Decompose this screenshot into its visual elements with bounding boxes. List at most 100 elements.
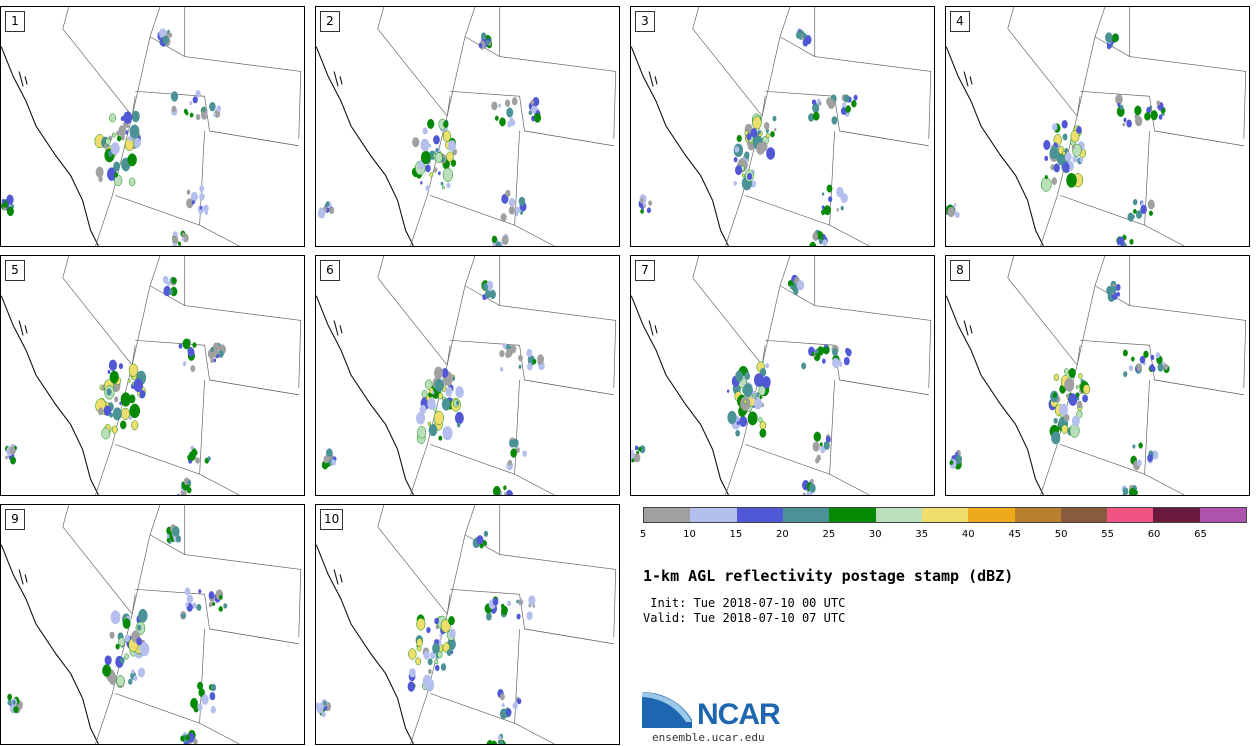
reflectivity-cell: [192, 602, 197, 609]
reflectivity-cell: [1151, 366, 1156, 372]
reflectivity-cell: [321, 711, 326, 718]
reflectivity-cell: [504, 99, 511, 107]
reflectivity-cell: [1134, 490, 1138, 495]
colorbar-bin: [1107, 508, 1154, 522]
reflectivity-cell: [184, 587, 191, 596]
reflectivity-cell: [814, 348, 819, 354]
reflectivity-cell: [501, 605, 508, 616]
colorbar-tick-label: 45: [1008, 529, 1022, 540]
reflectivity-cell: [1136, 363, 1142, 372]
map-canvas: [1, 505, 302, 744]
reflectivity-cell: [120, 392, 132, 407]
reflectivity-cell: [816, 454, 821, 462]
member-number-label: 9: [5, 509, 25, 530]
state-border: [446, 505, 476, 615]
reflectivity-cell: [953, 203, 957, 207]
reflectivity-cell: [812, 111, 820, 121]
map-canvas: [316, 7, 617, 246]
reflectivity-cell: [131, 420, 139, 431]
reflectivity-cell: [127, 378, 131, 383]
reflectivity-cell: [491, 101, 498, 111]
reflectivity-cell: [828, 196, 833, 203]
state-border: [499, 7, 617, 139]
reflectivity-cell: [427, 658, 433, 666]
map-canvas: [631, 256, 932, 495]
reflectivity-cell: [1079, 157, 1084, 163]
reflectivity-cell: [1134, 105, 1142, 116]
reflectivity-cell: [192, 342, 197, 348]
reflectivity-cell: [823, 441, 830, 450]
reflectivity-cell: [323, 700, 327, 706]
reflectivity-cell: [510, 448, 518, 458]
reflectivity-cell: [832, 357, 840, 369]
reflectivity-cell: [416, 411, 426, 425]
reflectivity-cell: [129, 403, 141, 419]
reflectivity-cell: [750, 180, 757, 188]
colorbar-bin: [644, 508, 691, 522]
map-canvas: [631, 7, 932, 246]
reflectivity-cell: [425, 379, 433, 390]
reflectivity-cell: [736, 134, 742, 143]
reflectivity-cell: [1134, 114, 1138, 120]
reflectivity-cell: [114, 174, 123, 187]
reflectivity-cell: [417, 426, 427, 439]
reflectivity-cell: [1111, 33, 1119, 43]
reflectivity-cell: [438, 392, 443, 400]
reflectivity-cell: [648, 200, 653, 206]
reflectivity-cell: [818, 238, 823, 245]
reflectivity-cell: [508, 205, 516, 215]
reflectivity-cell: [1076, 400, 1083, 409]
reflectivity-cell: [1157, 363, 1164, 372]
reflectivity-cell: [7, 699, 12, 706]
reflectivity-cell: [949, 460, 954, 466]
reflectivity-cell: [1131, 356, 1135, 362]
reflectivity-cell: [516, 698, 522, 705]
state-border: [692, 256, 700, 278]
reflectivity-cell: [752, 116, 762, 130]
reflectivity-cell: [433, 135, 440, 145]
reflectivity-cell: [1040, 177, 1052, 192]
reflectivity-cell: [1126, 119, 1132, 128]
reflectivity-cell: [124, 653, 129, 660]
reflectivity-cell: [825, 435, 831, 443]
reflectivity-cell: [840, 205, 844, 211]
reflectivity-cell: [110, 610, 121, 625]
reflectivity-cell: [128, 177, 136, 187]
reflectivity-cell: [412, 137, 420, 148]
reflectivity-cell: [813, 431, 822, 442]
reflectivity-cell: [422, 674, 432, 688]
reflectivity-cell: [210, 346, 215, 353]
reflectivity-cell: [216, 353, 220, 359]
reflectivity-cell: [441, 398, 451, 411]
reflectivity-cell: [454, 411, 464, 425]
reflectivity-cell: [772, 115, 777, 122]
reflectivity-cell: [208, 601, 213, 608]
reflectivity-cell: [507, 459, 513, 466]
member-number-label: 1: [5, 11, 25, 32]
state-border: [524, 628, 614, 645]
reflectivity-cell: [505, 708, 512, 717]
reflectivity-cell: [109, 370, 119, 384]
state-border: [430, 444, 555, 495]
state-border: [209, 379, 299, 396]
state-border: [62, 256, 70, 278]
state-border: [829, 379, 835, 475]
reflectivity-cell: [446, 182, 451, 189]
reflectivity-cell: [111, 132, 116, 138]
reflectivity-cell: [824, 344, 828, 349]
reflectivity-cell: [507, 120, 513, 128]
reflectivity-cell: [5, 455, 8, 460]
reflectivity-cell: [790, 284, 794, 290]
reflectivity-cell: [520, 210, 523, 215]
reflectivity-cell: [743, 399, 748, 405]
reflectivity-cell: [507, 600, 512, 607]
reflectivity-cell: [10, 456, 16, 465]
reflectivity-cell: [476, 535, 484, 545]
coastline: [1, 46, 99, 246]
coastline: [316, 46, 414, 246]
reflectivity-cell: [316, 703, 324, 714]
reflectivity-cell: [478, 42, 483, 49]
reflectivity-cell: [109, 631, 115, 639]
reflectivity-cell: [504, 492, 507, 495]
reflectivity-cell: [427, 118, 435, 129]
